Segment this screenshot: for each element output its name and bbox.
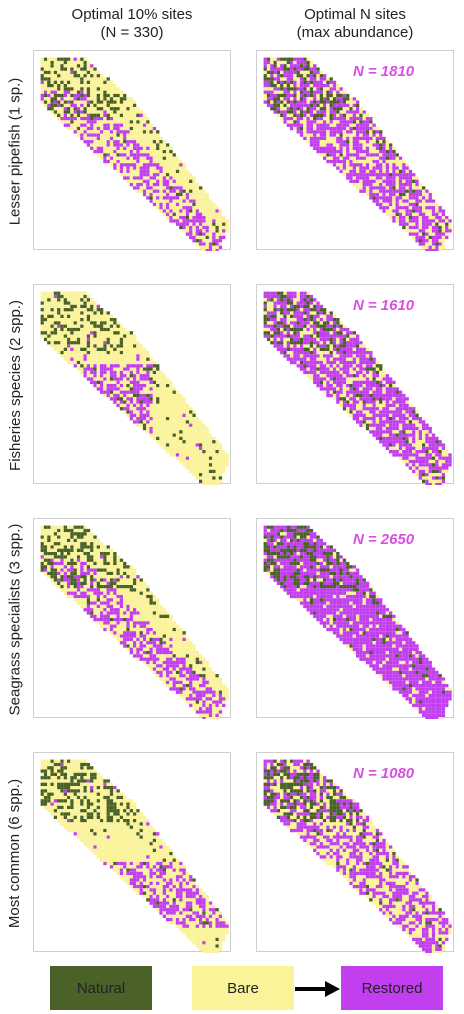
n-value-label: N = 2650 (353, 531, 415, 548)
map-panel-seagrass-optimal-n: N = 2650 (256, 518, 454, 719)
arrow-right-icon (295, 981, 340, 997)
legend-restored: Restored (341, 966, 443, 1010)
habitat-grid (263, 291, 452, 485)
row-label-most-common: Most common (6 spp.) (6, 778, 24, 928)
legend-bare: Bare (192, 966, 294, 1010)
map-panel-common-optimal-n: N = 1080 (256, 752, 454, 953)
habitat-grid (40, 525, 229, 719)
legend-natural: Natural (50, 966, 152, 1010)
column-header-line1: Optimal 10% sites (71, 6, 193, 23)
column-header-line2: (N = 330) (100, 24, 164, 41)
habitat-grid (263, 57, 452, 251)
legend-natural-label: Natural (76, 979, 126, 997)
habitat-grid (40, 759, 229, 953)
legend-restored-label: Restored (361, 979, 423, 997)
n-value-label: N = 1080 (353, 765, 415, 782)
map-panel-pipefish-optimal-n: N = 1810 (256, 50, 454, 251)
legend-bare-label: Bare (227, 979, 259, 997)
map-panel-common-10pct (33, 752, 231, 953)
column-header-line1: Optimal N sites (304, 6, 406, 23)
map-panel-fisheries-optimal-n: N = 1610 (256, 284, 454, 485)
habitat-grid (263, 759, 452, 953)
n-value-label: N = 1810 (353, 63, 415, 80)
row-label-lesser-pipefish: Lesser pipefish (1 sp.) (6, 77, 24, 225)
habitat-grid (40, 291, 229, 485)
row-label-fisheries-species: Fisheries species (2 spp.) (6, 299, 24, 471)
column-header-optimal-10: Optimal 10% sites (N = 330) (32, 6, 232, 42)
habitat-grid (263, 525, 452, 719)
row-label-seagrass-specialists: Seagrass specialists (3 spp.) (6, 523, 24, 715)
habitat-grid (40, 57, 229, 251)
map-panel-pipefish-10pct (33, 50, 231, 251)
map-panel-fisheries-10pct (33, 284, 231, 485)
n-value-label: N = 1610 (353, 297, 415, 314)
column-header-optimal-n: Optimal N sites (max abundance) (255, 6, 455, 42)
column-header-line2: (max abundance) (296, 24, 414, 41)
map-panel-seagrass-10pct (33, 518, 231, 719)
